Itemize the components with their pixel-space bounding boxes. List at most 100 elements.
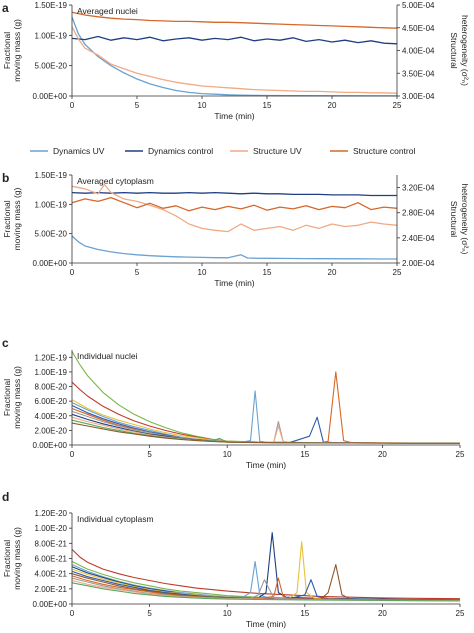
y2-tick-label: 4.50E-04 (402, 24, 435, 33)
series-line-5 (71, 405, 461, 444)
panel-letter: a (2, 1, 9, 15)
y-tick-label: 2.00E-21 (35, 585, 68, 594)
series-line-dynamics-uv (71, 16, 398, 97)
y-tick-label: 8.00E-21 (35, 539, 68, 548)
x-tick-label: 5 (135, 268, 140, 277)
x-tick-label: 25 (393, 268, 402, 277)
y-tick-label: 5.00E-20 (35, 62, 68, 71)
y-axis-label: Fractional (2, 32, 12, 69)
x-tick-label: 20 (378, 450, 387, 459)
y-tick-label: 2.00E-20 (35, 426, 68, 435)
panel-letter: b (2, 171, 9, 185)
y2-tick-label: 3.00E-04 (402, 92, 435, 101)
legend: Dynamics UV Dynamics control Structure UV S… (30, 146, 415, 156)
legend-label: Dynamics control (148, 146, 213, 156)
y-tick-label: 1.50E-19 (35, 171, 68, 180)
x-axis-label: Time (min) (214, 111, 254, 121)
x-tick-label: 10 (223, 609, 232, 618)
y-axis-label: moving mass (g) (12, 19, 22, 82)
y-axis-label: moving mass (g) (12, 366, 22, 429)
series-line-2 (71, 561, 461, 601)
panel-title: Individual nuclei (77, 351, 138, 361)
series-line-dynamics-uv (71, 235, 397, 260)
series-group (71, 351, 461, 444)
series-line-dynamics-control (71, 191, 397, 197)
x-tick-label: 15 (300, 450, 309, 459)
y-tick-label: 1.00E-19 (35, 31, 68, 40)
x-tick-label: 15 (300, 609, 309, 618)
x-tick-label: 10 (198, 268, 207, 277)
panel-d: d 0.00E+00 2.00E-21 4.00E-21 6.00E-21 8.00E-2… (2, 490, 465, 629)
y-tick-label: 1.20E-19 (35, 353, 68, 362)
x-axis-label: Time (min) (246, 460, 286, 470)
x-tick-label: 5 (135, 101, 140, 110)
series-line-3 (71, 560, 461, 601)
series-group (71, 11, 398, 97)
y-tick-label: 4.00E-21 (35, 570, 68, 579)
y-tick-label: 8.00E-20 (35, 383, 68, 392)
y-tick-label: 0.00E+00 (33, 92, 68, 101)
x-tick-label: 20 (378, 609, 387, 618)
y2-tick-label: 5.00E-04 (402, 1, 435, 10)
series-group (71, 532, 461, 602)
x-tick-label: 20 (328, 101, 337, 110)
series-group (71, 183, 398, 260)
y-tick-label: 1.20E-20 (35, 509, 68, 518)
y-tick-label: 6.00E-21 (35, 555, 68, 564)
y-axis-label: Fractional (2, 200, 12, 237)
x-tick-label: 10 (198, 101, 207, 110)
y2-axis-label: Structural (449, 201, 459, 237)
x-axis-label: Time (min) (246, 619, 286, 629)
y-tick-label: 1.00E-19 (35, 368, 68, 377)
y2-tick-label: 4.00E-04 (402, 47, 435, 56)
panel-c: c 0.00E+00 2.00E-20 4.00E-20 6.00E-20 8.00E-2… (2, 336, 465, 470)
panel-title: Individual cytoplasm (77, 514, 154, 524)
y-tick-label: 5.00E-20 (35, 230, 68, 239)
y-tick-label: 1.50E-19 (35, 1, 68, 10)
series-line-1 (71, 351, 461, 444)
y-axis-label: Fractional (2, 540, 12, 577)
y-tick-label: 0.00E+00 (33, 259, 68, 268)
x-tick-label: 0 (70, 609, 75, 618)
panel-title: Averaged cytoplasm (77, 176, 154, 186)
panel-a: a 0.00E+00 5.00E-20 1.00E-19 1.50E-19 3.00E-0… (2, 1, 470, 121)
panel-letter: c (2, 336, 9, 350)
x-tick-label: 5 (147, 450, 152, 459)
x-tick-label: 25 (393, 101, 402, 110)
x-tick-label: 5 (147, 609, 152, 618)
y2-tick-label: 2.80E-04 (402, 209, 435, 218)
x-axis-label: Time (min) (214, 278, 254, 288)
series-line-structure-uv (71, 26, 398, 94)
series-line-4 (71, 390, 461, 444)
panel-b: b 0.00E+00 5.00E-20 1.00E-19 1.50E-19 2.00E-0… (2, 171, 470, 288)
x-tick-label: 25 (456, 609, 465, 618)
x-tick-label: 15 (263, 268, 272, 277)
x-tick-label: 20 (328, 268, 337, 277)
y2-axis-label: Structural (449, 32, 459, 68)
y2-tick-label: 3.50E-04 (402, 69, 435, 78)
x-tick-label: 25 (456, 450, 465, 459)
series-line-dynamics-control (71, 35, 398, 45)
x-tick-label: 0 (70, 450, 75, 459)
y-tick-label: 4.00E-20 (35, 412, 68, 421)
series-line-11 (71, 582, 461, 602)
series-line-11 (71, 422, 460, 444)
panel-title: Averaged nuclei (77, 6, 138, 16)
series-line-structure-control (71, 11, 398, 29)
series-line-1 (71, 549, 461, 600)
x-tick-label: 15 (263, 101, 272, 110)
y-axis-label: Fractional (2, 379, 12, 416)
legend-label: Structure control (353, 146, 415, 156)
series-line-structure-control (71, 196, 398, 212)
series-line-structure-uv (71, 183, 398, 233)
y-axis-label: moving mass (g) (12, 527, 22, 590)
y-tick-label: 1.00E-19 (35, 200, 68, 209)
y2-axis-label: heterogeneity (σ²ₙ) (460, 15, 470, 86)
series-line-3 (71, 399, 460, 444)
y-tick-label: 6.00E-20 (35, 397, 68, 406)
y2-tick-label: 2.40E-04 (402, 234, 435, 243)
y2-tick-label: 3.20E-04 (402, 184, 435, 193)
y2-tick-label: 2.00E-04 (402, 259, 435, 268)
series-line-4 (71, 532, 461, 601)
